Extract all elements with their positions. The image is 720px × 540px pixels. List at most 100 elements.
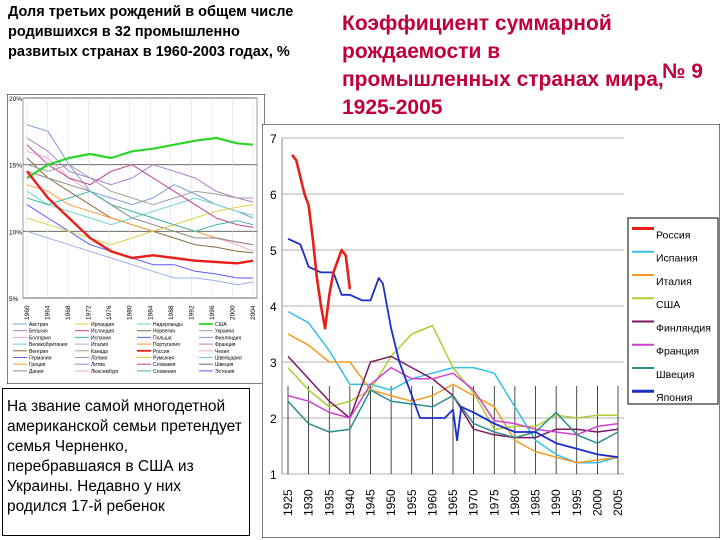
right-x-tick-label: 1960 — [425, 489, 439, 516]
left-legend-label: Португалия — [153, 342, 180, 348]
right-x-tick-label: 1985 — [529, 489, 543, 516]
left-series-line — [26, 164, 253, 206]
left-series-line — [26, 170, 254, 265]
right-x-tick-label: 1930 — [302, 489, 316, 516]
right-x-tick-label: 1950 — [384, 489, 398, 516]
left-legend-label: Норвегия — [153, 329, 175, 335]
right-x-tick-label: 1970 — [467, 489, 481, 516]
right-series-line — [287, 237, 619, 459]
right-legend-label: США — [656, 299, 680, 311]
right-legend-label: Финляндия — [656, 322, 711, 334]
right-y-tick-label: 5 — [270, 244, 277, 258]
left-x-tick-label: 1964 — [45, 305, 52, 320]
right-legend-label: Япония — [656, 392, 692, 404]
left-legend-label: Испания — [91, 335, 111, 341]
left-legend-label: Румыния — [153, 356, 174, 362]
left-series-line — [26, 144, 254, 228]
right-legend-label: Россия — [656, 229, 690, 241]
right-series-line — [287, 389, 619, 444]
left-legend-label: Италия — [91, 342, 108, 348]
right-y-tick-label: 4 — [270, 300, 277, 314]
right-x-tick-label: 2005 — [611, 489, 625, 516]
left-series-line — [26, 204, 254, 246]
slide-number: № 9 — [662, 60, 703, 83]
left-y-tick-label: 10% — [9, 229, 22, 236]
left-legend-label: Чехия — [215, 349, 229, 355]
left-chart-title: Доля третьих рождений в общем числе роди… — [8, 4, 294, 60]
left-x-tick-label: 1992 — [188, 305, 195, 320]
left-series-line — [26, 190, 254, 232]
left-legend-label: Украина — [215, 329, 234, 335]
right-y-tick-label: 3 — [270, 356, 277, 370]
right-legend-label: Испания — [656, 253, 698, 265]
left-series-line — [26, 136, 254, 179]
left-legend-label: Швеция — [215, 362, 234, 368]
right-x-tick-label: 1975 — [487, 489, 501, 516]
left-legend-label: Великобритания — [29, 342, 68, 348]
left-series-line — [26, 204, 253, 279]
note-box: На звание самой многодетной американской… — [2, 388, 250, 536]
left-y-tick-label: 20% — [9, 96, 22, 103]
right-series-line — [287, 366, 619, 436]
left-x-tick-label: 2000 — [229, 305, 236, 320]
right-x-tick-label: 1925 — [281, 489, 295, 516]
left-legend-label: США — [215, 322, 227, 328]
left-x-tick-label: 1976 — [106, 305, 113, 320]
right-y-tick-label: 7 — [270, 132, 277, 146]
left-x-tick-label: 1972 — [86, 305, 93, 320]
right-legend-label: Швеция — [656, 369, 695, 381]
left-legend-label: Польша — [153, 335, 172, 341]
left-legend-label: Германия — [29, 356, 52, 362]
left-legend-label: Латвия — [91, 356, 108, 362]
right-x-tick-label: 1935 — [322, 489, 336, 516]
right-legend-label: Италия — [656, 276, 692, 288]
left-legend-label: Ирландия — [91, 322, 114, 328]
third-births-share-chart: 5% 10% 15% 20% 1960 1964 1968 1972 1976 1980 1984 1… — [7, 94, 265, 384]
left-legend-label: Финляндия — [215, 335, 241, 341]
left-series-line — [26, 170, 254, 246]
left-legend-label: Словения — [153, 369, 176, 375]
right-chart-title: Коэффициент суммарной рождаемости в пром… — [342, 12, 664, 119]
left-x-tick-label: 1960 — [24, 305, 31, 320]
left-legend-label: Нидерланды — [153, 322, 183, 328]
left-legend-label: Дания — [29, 369, 44, 375]
right-x-tick-label: 1940 — [343, 489, 357, 516]
note-text: На звание самой многодетной американской… — [7, 398, 242, 515]
left-x-tick-label: 1996 — [209, 305, 216, 320]
right-x-tick-label: 1955 — [405, 489, 419, 516]
left-legend-label: Канада — [91, 349, 108, 355]
right-series-line — [291, 154, 352, 330]
left-x-tick-label: 2004 — [250, 305, 257, 320]
left-x-tick-label: 1968 — [65, 305, 72, 320]
right-x-tick-label: 1990 — [549, 489, 563, 516]
right-legend-label: Франция — [656, 346, 699, 358]
left-x-tick-label: 1984 — [147, 305, 154, 320]
right-y-tick-label: 1 — [270, 468, 277, 482]
left-legend-label: Венгрия — [29, 349, 48, 355]
left-y-tick-label: 5% — [9, 296, 19, 303]
fertility-rate-chart: 1 2 3 4 5 6 7 1925 1930 1935 1940 1945 1950 1955 1960 1… — [262, 124, 720, 538]
right-x-tick-label: 2000 — [590, 489, 604, 516]
left-series-line — [26, 230, 254, 286]
right-x-tick-label: 1980 — [508, 489, 522, 516]
left-legend-label: Люксембург — [91, 369, 119, 375]
left-x-tick-label: 1980 — [127, 305, 134, 320]
right-series-line — [287, 324, 618, 430]
right-y-tick-label: 6 — [270, 188, 277, 202]
left-legend-label: Эстония — [215, 369, 235, 375]
left-legend-label: Франция — [215, 342, 236, 348]
left-legend-label: Болгария — [29, 335, 51, 341]
left-legend-label: Литва — [91, 362, 105, 368]
right-series-line — [287, 333, 619, 464]
right-x-tick-label: 1995 — [570, 489, 584, 516]
right-x-tick-label: 1965 — [446, 489, 460, 516]
right-x-tick-label: 1945 — [364, 489, 378, 516]
right-y-tick-label: 2 — [270, 412, 277, 426]
right-legend-box — [627, 217, 719, 405]
left-legend-label: Словакия — [153, 362, 176, 368]
left-legend-label: Исландия — [91, 329, 114, 335]
left-legend-label: Россия — [153, 349, 170, 355]
left-legend-label: Австрия — [29, 322, 48, 328]
left-legend-label: Швейцария — [215, 355, 242, 362]
left-plot-area — [22, 97, 258, 299]
